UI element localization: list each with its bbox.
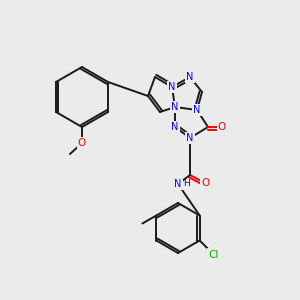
- Text: N: N: [193, 105, 201, 115]
- Text: O: O: [218, 122, 226, 132]
- Text: Cl: Cl: [208, 250, 219, 260]
- Text: H: H: [183, 179, 189, 188]
- Text: N: N: [174, 179, 182, 189]
- Text: N: N: [171, 102, 179, 112]
- Text: N: N: [186, 133, 194, 143]
- Text: O: O: [78, 138, 86, 148]
- Text: O: O: [201, 178, 209, 188]
- Text: N: N: [186, 72, 194, 82]
- Text: N: N: [168, 82, 176, 92]
- Text: N: N: [171, 122, 179, 132]
